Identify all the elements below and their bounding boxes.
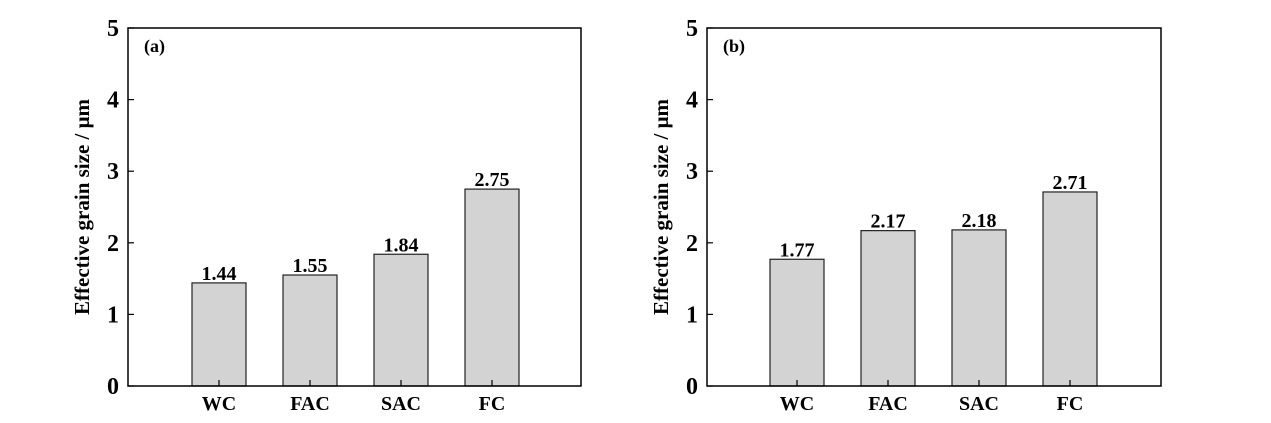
data-label: 1.84 [384, 234, 419, 256]
y-axis-label: Effective grain size / μm [70, 98, 94, 315]
data-label: 1.44 [202, 263, 237, 285]
y-tick-label: 4 [107, 88, 119, 114]
x-tick-label: SAC [959, 393, 999, 415]
y-tick-label: 1 [107, 302, 119, 328]
y-tick-label: 5 [107, 16, 119, 42]
plot-frame [127, 27, 582, 387]
bar-WC [769, 258, 825, 387]
y-tick-label: 0 [686, 374, 698, 400]
data-label: 1.77 [780, 239, 815, 261]
x-tick-label: FC [479, 393, 506, 415]
data-label: 2.17 [871, 211, 906, 233]
x-tick-label: FC [1057, 393, 1084, 415]
bar-FAC [282, 274, 338, 387]
bar-FAC [860, 230, 916, 387]
y-tick-label: 4 [686, 88, 698, 114]
y-tick-label: 0 [107, 374, 119, 400]
x-tick-label: FAC [290, 393, 330, 415]
bar-SAC [951, 229, 1007, 387]
data-label: 2.71 [1053, 172, 1088, 194]
data-label: 2.18 [962, 210, 997, 232]
y-tick-label: 3 [107, 159, 119, 185]
y-axis-label: Effective grain size / μm [649, 98, 673, 315]
panel-label: (a) [144, 36, 165, 57]
bar-WC [191, 282, 247, 387]
chart-panel-b: 1.77 WC 2.17 FAC 2.18 SAC 2.71 FC 0 1 2 3 4 5 Effectiv… [649, 16, 1162, 415]
bar-FC [1042, 191, 1098, 387]
plot-frame [706, 27, 1162, 387]
x-tick-label: WC [780, 393, 814, 415]
y-tick-label: 2 [107, 231, 119, 257]
y-tick-label: 1 [686, 302, 698, 328]
y-tick-label: 2 [686, 231, 698, 257]
x-tick-label: WC [202, 393, 236, 415]
panel-label: (b) [723, 36, 745, 57]
bar-SAC [373, 253, 429, 387]
bar-FC [464, 188, 520, 387]
y-tick-label: 3 [686, 159, 698, 185]
x-tick-label: FAC [868, 393, 908, 415]
chart-panel-a: 1.44 WC 1.55 FAC 1.84 SAC 2.75 FC 0 1 2 3 4 5 Effectiv… [70, 16, 582, 415]
data-label: 1.55 [293, 255, 328, 277]
data-label: 2.75 [475, 169, 510, 191]
x-tick-label: SAC [381, 393, 421, 415]
y-tick-label: 5 [686, 16, 698, 42]
